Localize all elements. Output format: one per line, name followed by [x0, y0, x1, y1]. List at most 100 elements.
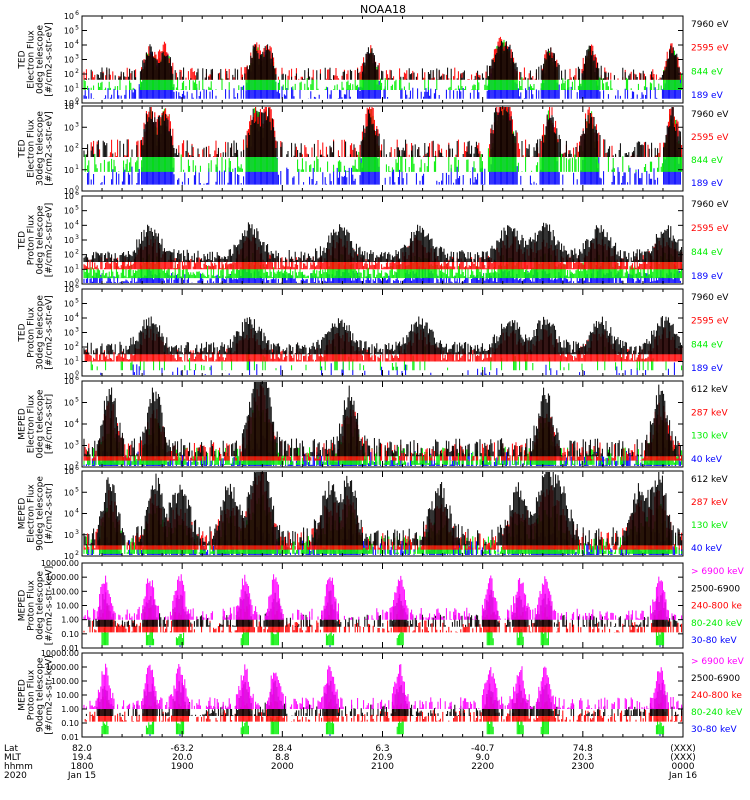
series-trace-4: [83, 222, 683, 262]
y-tick-exponent: 3: [75, 529, 79, 536]
y-tick-label: 10: [64, 372, 74, 381]
y-tick-label: 10: [64, 280, 74, 289]
y-axis-label-line: [#/cm2-s-str-eV]: [45, 22, 55, 97]
footer-column-value: 8.8: [275, 753, 290, 763]
y-tick-label: 10: [64, 314, 74, 323]
legend-entry: 130 keV: [691, 521, 728, 531]
legend-entry: 287 keV: [691, 408, 728, 418]
series-trace-4: [83, 316, 683, 355]
y-tick-label: 10: [64, 510, 74, 519]
y-axis-label-line: Electron Flux: [27, 484, 37, 543]
y-axis-label-line: Electron Flux: [27, 30, 37, 89]
y-tick-label: 10: [64, 329, 74, 338]
y-tick-exponent: 3: [75, 54, 79, 61]
y-axis-label-line: 0deg telescope: [36, 571, 46, 641]
footer-column-value: 6.3: [375, 744, 389, 754]
y-tick-exponent: 0: [75, 97, 79, 104]
y-tick-label: 0.10: [61, 630, 79, 639]
y-tick-exponent: 4: [75, 418, 79, 425]
y-tick-label: 10: [64, 251, 74, 260]
legend-entry: 189 eV: [691, 91, 724, 101]
legend-entry: 240-800 ke: [691, 602, 742, 612]
legend-entry: 2595 eV: [691, 44, 729, 54]
y-tick-label: 10: [64, 192, 74, 201]
y-axis-label-line: Electron Flux: [27, 394, 37, 453]
y-tick-exponent: 2: [75, 550, 79, 557]
legend-entry: 844 eV: [691, 156, 724, 166]
series-trace-2: [101, 714, 665, 735]
panel-frame: [81, 562, 684, 649]
y-tick-label: 10: [64, 300, 74, 309]
footer-column-value: 0000: [672, 762, 695, 772]
y-tick-label: 10: [64, 399, 74, 408]
y-axis-label: TEDElectron Flux0deg telescope[#/cm2-s-s…: [18, 22, 55, 97]
y-tick-label: 10.00: [56, 602, 79, 611]
y-tick-exponent: 4: [75, 508, 79, 515]
y-tick-label: 10000.00: [41, 559, 79, 568]
y-tick-exponent: 5: [75, 205, 79, 212]
y-axis-label-line: Proton Flux: [27, 669, 37, 720]
y-axis-label-line: Proton Flux: [27, 307, 37, 358]
y-axis-label: TEDProton Flux30deg telescope[#/cm2-s-st…: [18, 295, 55, 370]
panel-8: 10000.00 1000.00 100.00 10.00 1.00 0.10 0.01 ME…: [18, 649, 745, 742]
y-axis-label-line: [#/cm2-s-str-eV]: [45, 111, 55, 186]
y-axis-label-line: MEPED: [18, 590, 28, 622]
y-axis-label-line: TED: [18, 323, 28, 342]
footer-row-label: MLT: [4, 753, 22, 763]
y-tick-exponent: 1: [75, 164, 79, 171]
legend-entry: 189 eV: [691, 272, 724, 282]
y-axis-label: MEPEDProton Flux90deg telescope[#/cm2-s-…: [18, 655, 55, 734]
series-trace-2: [84, 107, 683, 172]
y-tick-label: 10: [64, 187, 74, 196]
y-tick-label: 10: [64, 488, 74, 497]
y-tick-exponent: 6: [75, 375, 79, 382]
y-axis-label-line: 0deg telescope: [36, 205, 46, 275]
y-tick-exponent: 6: [75, 465, 79, 472]
y-tick-exponent: 0: [75, 370, 79, 377]
y-tick-exponent: 2: [75, 461, 79, 468]
legend-entry: 7960 eV: [691, 110, 729, 120]
y-tick-label: 1.00: [61, 616, 79, 625]
y-tick-exponent: 3: [75, 234, 79, 241]
legend-entry: 844 eV: [691, 340, 724, 350]
y-axis-label-line: [#/cm2-s-str]: [45, 483, 55, 543]
footer-column-value: 2000: [271, 762, 294, 772]
y-axis-label-line: MEPED: [18, 498, 28, 530]
footer-column-value: 82.0: [72, 744, 92, 754]
y-tick-label: 10: [64, 358, 74, 367]
footer-row-label: Lat: [4, 744, 19, 754]
y-tick-exponent: 4: [75, 219, 79, 226]
legend-entry: 2500-6900: [691, 674, 740, 684]
footer-column-value: 19.4: [72, 753, 92, 763]
series-trace-5: [83, 574, 683, 620]
series-trace-1: [149, 636, 661, 647]
legend-entry: 30-80 keV: [691, 725, 737, 735]
y-tick-exponent: 1: [75, 356, 79, 363]
footer-column-value: -40.7: [471, 744, 494, 754]
footer-column-value: Jan 16: [668, 771, 697, 781]
legend-entry: 80-240 keV: [691, 708, 743, 718]
legend-entry: 240-800 ke: [691, 691, 742, 701]
legend-entry: 40 keV: [691, 544, 723, 554]
y-tick-label: 1000.00: [46, 663, 79, 672]
y-tick-exponent: 6: [75, 283, 79, 290]
y-tick-label: 10: [64, 463, 74, 472]
footer-column-value: 2300: [571, 762, 594, 772]
footer-column-value: 9.0: [476, 753, 491, 763]
y-axis-label-line: Proton Flux: [27, 580, 37, 631]
panel-frame: [81, 652, 684, 738]
y-tick-label: 10: [64, 285, 74, 294]
legend-entry: 612 keV: [691, 475, 728, 485]
legend-entry: 2595 eV: [691, 224, 729, 234]
legend-entry: > 6900 keV: [691, 657, 745, 667]
y-tick-label: 0.10: [61, 719, 79, 728]
y-tick-label: 0.01: [61, 733, 79, 742]
y-tick-label: 10: [64, 236, 74, 245]
y-tick-label: 10: [64, 207, 74, 216]
y-tick-label: 10: [64, 265, 74, 274]
y-tick-label: 10: [64, 123, 74, 132]
